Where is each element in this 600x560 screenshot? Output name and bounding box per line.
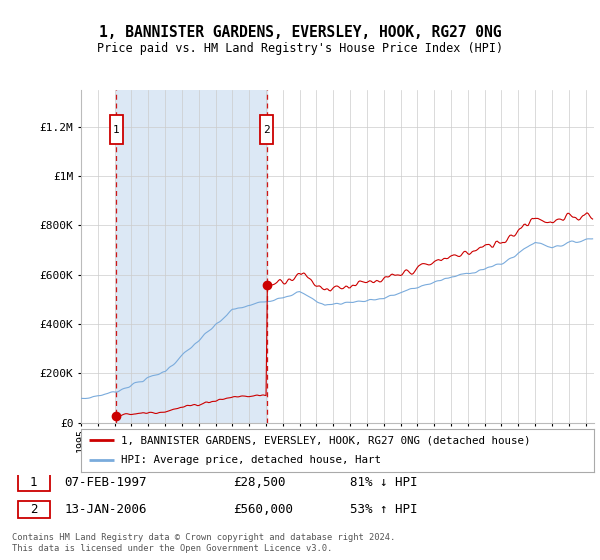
Text: HPI: Average price, detached house, Hart: HPI: Average price, detached house, Hart xyxy=(121,455,381,465)
Text: 1: 1 xyxy=(113,124,119,134)
Text: 13-JAN-2006: 13-JAN-2006 xyxy=(64,503,147,516)
Text: 2: 2 xyxy=(30,503,37,516)
Text: 07-FEB-1997: 07-FEB-1997 xyxy=(64,476,147,489)
FancyBboxPatch shape xyxy=(260,115,274,144)
Text: 81% ↓ HPI: 81% ↓ HPI xyxy=(350,476,417,489)
Text: 53% ↑ HPI: 53% ↑ HPI xyxy=(350,503,417,516)
FancyBboxPatch shape xyxy=(18,501,50,518)
Text: Price paid vs. HM Land Registry's House Price Index (HPI): Price paid vs. HM Land Registry's House … xyxy=(97,42,503,55)
FancyBboxPatch shape xyxy=(18,474,50,491)
FancyBboxPatch shape xyxy=(110,115,123,144)
Text: 1, BANNISTER GARDENS, EVERSLEY, HOOK, RG27 0NG: 1, BANNISTER GARDENS, EVERSLEY, HOOK, RG… xyxy=(99,25,501,40)
Text: 2: 2 xyxy=(263,124,270,134)
Text: £28,500: £28,500 xyxy=(233,476,286,489)
Text: 1: 1 xyxy=(30,476,37,489)
Bar xyxy=(116,90,266,423)
Text: 1, BANNISTER GARDENS, EVERSLEY, HOOK, RG27 0NG (detached house): 1, BANNISTER GARDENS, EVERSLEY, HOOK, RG… xyxy=(121,435,530,445)
Text: Contains HM Land Registry data © Crown copyright and database right 2024.
This d: Contains HM Land Registry data © Crown c… xyxy=(12,533,395,553)
Text: £560,000: £560,000 xyxy=(233,503,293,516)
